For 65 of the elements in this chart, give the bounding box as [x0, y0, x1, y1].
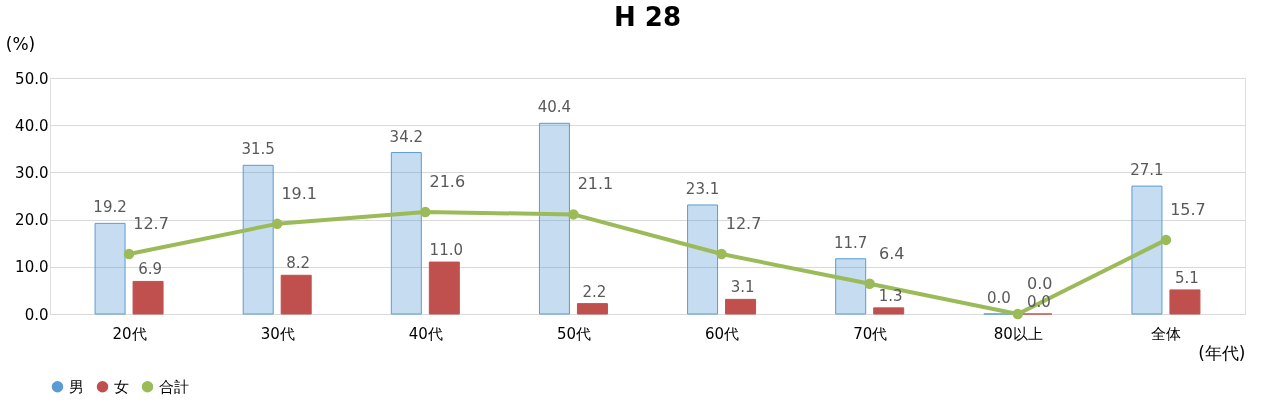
point [271, 218, 283, 230]
data-label: 11.0 [429, 241, 464, 260]
bar [687, 204, 719, 315]
data-label: 1.3 [878, 286, 903, 305]
data-label: 21.6 [429, 172, 466, 192]
data-label: 15.7 [1170, 199, 1206, 219]
data-label: 34.2 [389, 127, 424, 146]
point [864, 278, 875, 290]
bar [94, 222, 126, 315]
data-label: 6.4 [878, 243, 905, 263]
bar [1169, 289, 1201, 315]
legend-label: 男 [69, 377, 84, 396]
bar [873, 307, 905, 315]
point [1012, 308, 1024, 320]
data-label: 31.5 [241, 140, 275, 159]
y-tick-label: 40.0 [15, 116, 49, 135]
y-axis-title: (%) [5, 33, 36, 54]
y-tick-label: 50.0 [15, 69, 49, 88]
bar [280, 274, 312, 315]
data-label: 23.1 [685, 179, 720, 198]
data-label: 0.0 [1027, 274, 1053, 293]
x-tick-label: 30代 [260, 324, 295, 343]
bar [132, 280, 164, 315]
y-tick-label: 0.0 [24, 305, 49, 324]
data-label: 19.1 [281, 183, 317, 203]
bar [538, 122, 570, 315]
chart-title: H 28 [614, 2, 681, 32]
data-label: 2.2 [582, 282, 607, 301]
bar [1131, 185, 1163, 315]
y-tick-label: 20.0 [15, 211, 49, 230]
data-label: 27.1 [1130, 161, 1164, 180]
x-tick-label: 20代 [112, 324, 147, 343]
x-tick-label: 60代 [705, 324, 740, 343]
x-tick-label: 50代 [556, 324, 591, 343]
y-tick-label: 30.0 [15, 163, 49, 182]
point [716, 248, 727, 260]
legend-label: 女 [114, 377, 129, 396]
data-label: 0.0 [986, 289, 1011, 307]
bar [835, 258, 867, 315]
bar [428, 261, 460, 315]
data-label: 8.2 [286, 254, 311, 273]
data-label: 11.7 [833, 233, 868, 252]
data-label: 5.1 [1175, 268, 1199, 287]
bar [390, 152, 422, 315]
data-label: 6.9 [138, 260, 162, 279]
point [568, 209, 579, 220]
y-tick-label: 10.0 [15, 258, 49, 277]
x-tick-label: 80以上 [993, 324, 1043, 343]
data-label: 12.7 [133, 214, 169, 234]
x-axis-title: (年代) [1198, 342, 1246, 363]
point [123, 248, 135, 260]
x-tick-label: 全体 [1151, 324, 1182, 343]
point [1160, 234, 1172, 246]
x-tick-label: 70代 [853, 324, 888, 343]
bar [576, 303, 608, 315]
data-label: 19.2 [93, 198, 127, 217]
bar [725, 298, 757, 315]
bar [242, 164, 274, 315]
legend-label: 合計 [159, 377, 189, 396]
data-label: 40.4 [537, 98, 572, 117]
point [420, 206, 431, 218]
data-label: 3.1 [730, 278, 755, 297]
data-label: 21.1 [577, 174, 614, 194]
data-label: 12.7 [725, 214, 762, 234]
x-tick-label: 40代 [408, 324, 443, 343]
